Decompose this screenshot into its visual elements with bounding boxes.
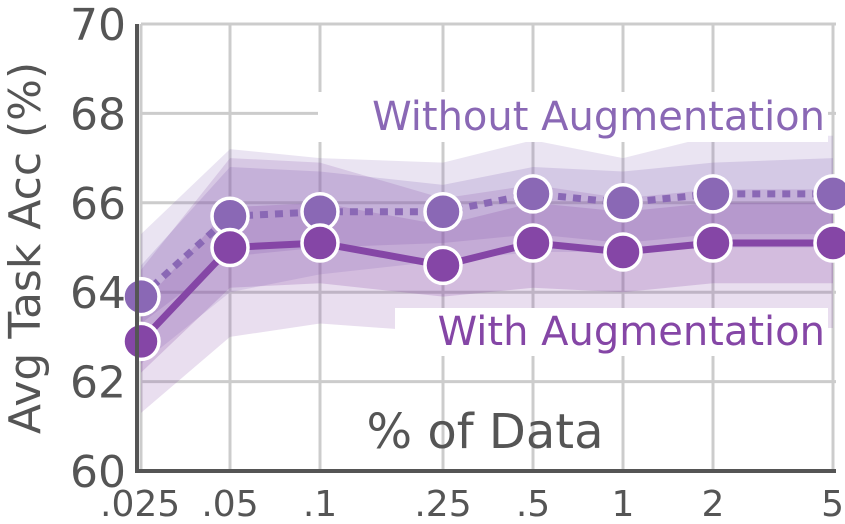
point-series-1-7 [813, 223, 845, 263]
point-series-0-6 [693, 174, 733, 214]
x-tick-label-2: .1 [303, 484, 337, 524]
y-tick-label-62: 62 [70, 358, 126, 409]
point-series-1-1 [210, 227, 250, 268]
point-series-0-7 [813, 174, 845, 214]
annotation-background-with [395, 308, 828, 356]
x-tick-label-7: 5 [821, 484, 844, 524]
y-tick-label-60: 60 [70, 447, 126, 498]
point-series-1-5 [603, 232, 643, 272]
x-tick-label-6: 2 [702, 484, 725, 524]
x-tick-label-1: .05 [201, 484, 258, 524]
x-tick-label-5: 1 [612, 484, 635, 524]
y-tick-label-64: 64 [70, 268, 126, 319]
point-series-1-6 [693, 223, 733, 263]
y-tick-label-70: 70 [70, 0, 126, 51]
point-series-0-0 [121, 276, 161, 317]
axes [135, 24, 836, 473]
point-series-0-3 [423, 191, 463, 232]
point-series-1-3 [423, 245, 463, 286]
point-series-1-0 [121, 321, 161, 362]
band-outer-series-0 [141, 135, 833, 364]
y-tick-label-68: 68 [70, 89, 126, 140]
point-series-1-4 [513, 223, 553, 263]
x-tick-labels: .025 .05 .1 .25 .5 1 2 5 [100, 484, 844, 524]
annotation-with-augmentation: With Augmentation [438, 309, 825, 355]
confidence-bands [141, 135, 833, 413]
x-tick-label-4: .5 [516, 484, 550, 524]
y-axis-label: Avg Task Acc (%) [0, 62, 51, 434]
series-points [121, 174, 845, 362]
y-tick-labels: 60 62 64 66 68 70 [70, 0, 126, 498]
point-series-0-4 [513, 174, 553, 214]
point-series-1-2 [300, 223, 340, 263]
x-tick-label-3: .25 [414, 484, 471, 524]
annotation-without-augmentation: Without Augmentation [372, 94, 825, 140]
annotation-background-without [318, 92, 828, 142]
y-tick-label-66: 66 [70, 179, 126, 230]
x-axis-label: % of Data [367, 404, 604, 460]
x-tick-label-0: .025 [100, 484, 180, 524]
point-series-0-5 [603, 183, 643, 223]
